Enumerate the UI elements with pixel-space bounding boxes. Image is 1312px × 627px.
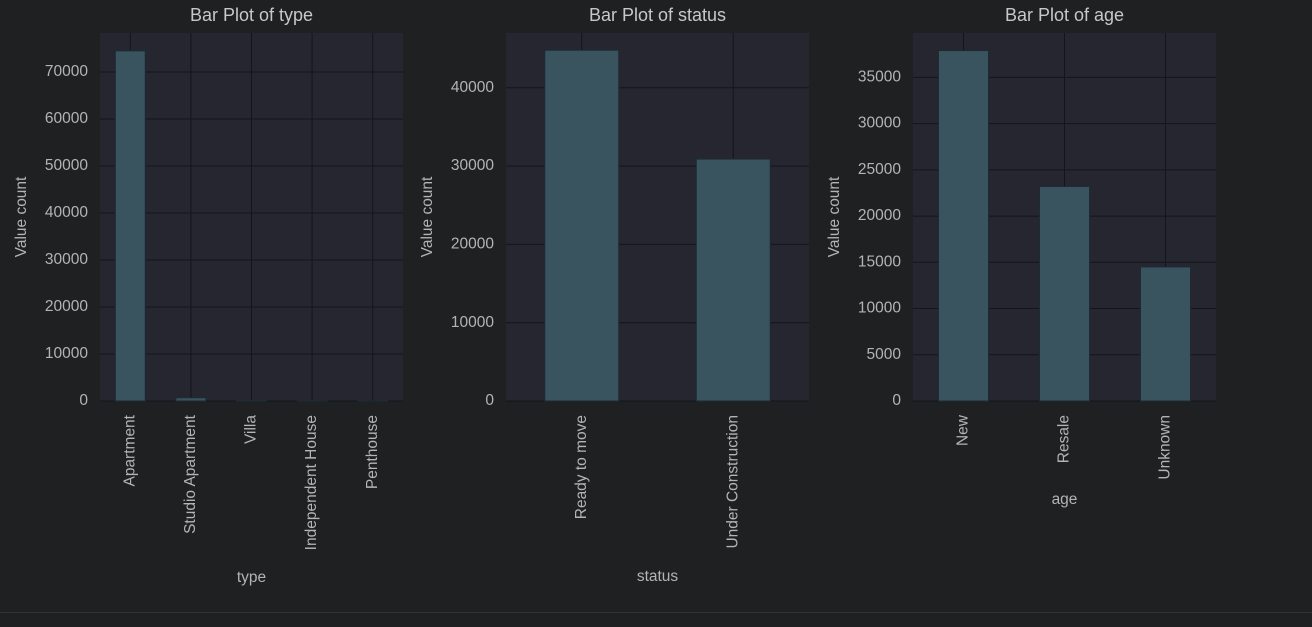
- y-tick-label: 30000: [45, 251, 88, 268]
- y-tick-label: 15000: [858, 253, 901, 270]
- y-tick-label: 10000: [45, 345, 88, 362]
- x-tick-label: Resale: [1056, 415, 1073, 463]
- y-axis-label: Value count: [13, 176, 30, 257]
- bar-villa: [237, 400, 267, 401]
- divider: [0, 612, 1312, 613]
- x-tick-label: Studio Apartment: [182, 414, 199, 534]
- y-tick-label: 20000: [858, 207, 901, 224]
- bar-new: [939, 51, 989, 401]
- y-tick-label: 0: [485, 392, 494, 409]
- bar-resale: [1040, 186, 1090, 401]
- y-tick-label: 35000: [858, 68, 901, 85]
- chart-title: Bar Plot of status: [589, 5, 726, 25]
- y-tick-label: 50000: [45, 157, 88, 174]
- x-tick-label: Unknown: [1157, 415, 1174, 480]
- x-tick-label: Independent House: [303, 415, 320, 550]
- bar-studio-apartment: [176, 398, 206, 401]
- x-tick-label: New: [955, 414, 972, 446]
- y-tick-label: 30000: [451, 157, 494, 174]
- x-axis-label: status: [637, 568, 679, 585]
- y-tick-label: 40000: [45, 204, 88, 221]
- x-tick-label: Penthouse: [364, 415, 381, 489]
- y-tick-label: 60000: [45, 110, 88, 127]
- y-tick-label: 30000: [858, 115, 901, 132]
- x-tick-label: Under Construction: [724, 415, 741, 549]
- y-tick-label: 0: [79, 392, 88, 409]
- y-tick-label: 70000: [45, 63, 88, 80]
- bar-under-construction: [696, 159, 770, 401]
- y-tick-label: 0: [892, 392, 901, 409]
- y-tick-label: 20000: [451, 235, 494, 252]
- y-axis-label: Value count: [419, 176, 436, 257]
- y-axis-label: Value count: [826, 176, 843, 257]
- bar-apartment: [115, 51, 145, 401]
- y-tick-label: 10000: [451, 314, 494, 331]
- x-tick-label: Villa: [243, 415, 260, 444]
- x-axis-label: age: [1052, 491, 1078, 508]
- x-tick-label: Ready to move: [573, 415, 590, 519]
- x-tick-label: Apartment: [121, 414, 138, 486]
- chart-title: Bar Plot of age: [1005, 5, 1124, 25]
- y-tick-label: 10000: [858, 300, 901, 317]
- y-tick-label: 5000: [867, 346, 902, 363]
- bar-unknown: [1141, 267, 1191, 401]
- y-tick-label: 25000: [858, 161, 901, 178]
- y-tick-label: 20000: [45, 298, 88, 315]
- chart-title: Bar Plot of type: [190, 5, 313, 25]
- bar-ready-to-move: [545, 50, 619, 401]
- y-tick-label: 40000: [451, 79, 494, 96]
- x-axis-label: type: [237, 569, 266, 586]
